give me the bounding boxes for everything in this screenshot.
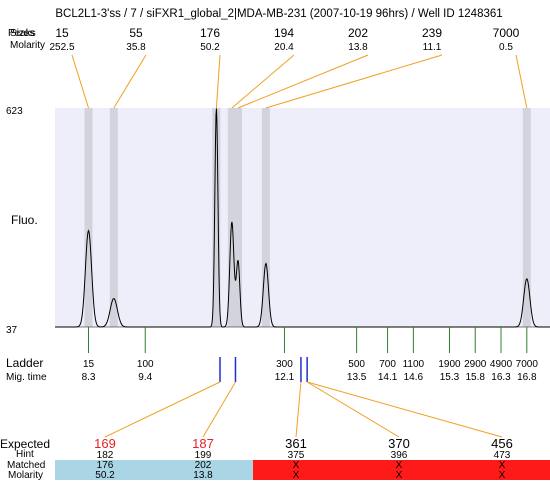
peak-connector bbox=[71, 54, 89, 109]
peak-molarity-label: 11.1 bbox=[423, 42, 442, 53]
expected-size: 370 bbox=[388, 436, 410, 451]
matched-molarity: X bbox=[499, 470, 506, 480]
peak-molarity-label: 252.5 bbox=[49, 42, 74, 53]
ladder-size-label: 300 bbox=[276, 359, 293, 370]
hint-label: Hint bbox=[16, 449, 34, 460]
footer-molarity-label: Molarity bbox=[8, 470, 43, 480]
hint-size: 375 bbox=[288, 450, 305, 461]
matched-size: 176 bbox=[97, 460, 114, 471]
expected-size: 456 bbox=[491, 436, 513, 451]
matched-label: Matched bbox=[7, 460, 45, 471]
peak-size-label: 55 bbox=[129, 26, 143, 40]
ladder-time-label: 15.3 bbox=[440, 372, 460, 383]
hint-size: 396 bbox=[391, 450, 408, 461]
ladder-size-label: 100 bbox=[137, 359, 154, 370]
peak-band bbox=[84, 108, 93, 327]
matched-size: 202 bbox=[195, 460, 212, 471]
peak-band bbox=[522, 108, 531, 327]
y-tick-min: 37 bbox=[6, 325, 18, 336]
expected-size: 187 bbox=[192, 436, 214, 451]
y-tick-max: 623 bbox=[6, 106, 23, 117]
ladder-time-label: 14.1 bbox=[378, 372, 398, 383]
ladder-size-label: 700 bbox=[379, 359, 396, 370]
peak-size-label: 202 bbox=[348, 26, 368, 40]
ladder-size-label: 2900 bbox=[464, 359, 487, 370]
expected-size: 169 bbox=[94, 436, 116, 451]
ladder-size-label: 500 bbox=[348, 359, 365, 370]
peak-connector bbox=[237, 54, 369, 109]
peak-connector bbox=[231, 54, 295, 109]
peak-band bbox=[261, 108, 270, 327]
hint-size: 182 bbox=[97, 450, 114, 461]
peak-size-label: 7000 bbox=[493, 26, 520, 40]
hint-size: 473 bbox=[494, 450, 511, 461]
peak-molarity-label: 35.8 bbox=[126, 42, 146, 53]
header-label-peaks: Peaks bbox=[8, 28, 36, 39]
peak-connector bbox=[265, 54, 443, 109]
mig-time-label: Mig. time bbox=[6, 372, 47, 383]
peak-connector bbox=[215, 54, 221, 109]
ladder-label: Ladder bbox=[6, 356, 43, 370]
match-connector bbox=[104, 381, 221, 438]
match-connector bbox=[306, 381, 400, 438]
ladder-time-label: 16.3 bbox=[491, 372, 511, 383]
peak-size-label: 239 bbox=[422, 26, 442, 40]
hint-size: 199 bbox=[195, 450, 212, 461]
peak-size-label: 176 bbox=[200, 26, 220, 40]
expected-size: 361 bbox=[285, 436, 307, 451]
peak-molarity-label: 13.8 bbox=[348, 42, 368, 53]
ladder-time-label: 8.3 bbox=[82, 372, 96, 383]
ladder-size-label: 1900 bbox=[438, 359, 461, 370]
chart-title: BCL2L1-3'ss / 7 / siFXR1_global_2|MDA-MB… bbox=[55, 8, 502, 20]
peak-band bbox=[109, 108, 118, 327]
ladder-size-label: 7000 bbox=[516, 359, 539, 370]
ladder-time-label: 9.4 bbox=[138, 372, 152, 383]
ladder-time-label: 12.1 bbox=[275, 372, 295, 383]
ladder-time-label: 14.6 bbox=[404, 372, 424, 383]
ladder-size-label: 1100 bbox=[403, 359, 425, 370]
matched-molarity: 13.8 bbox=[193, 470, 213, 480]
y-axis-label: Fluo. bbox=[11, 213, 38, 227]
matched-molarity: X bbox=[293, 470, 300, 480]
peak-size-label: 15 bbox=[55, 26, 69, 40]
peak-molarity-label: 0.5 bbox=[499, 42, 513, 53]
matched-row-bg bbox=[55, 460, 253, 480]
ladder-size-label: 15 bbox=[83, 359, 95, 370]
expected-label: Expected bbox=[0, 437, 50, 451]
peak-connector bbox=[113, 54, 147, 109]
match-connector bbox=[295, 381, 302, 438]
peak-band bbox=[227, 108, 236, 327]
match-connector bbox=[202, 381, 236, 438]
plot-area bbox=[55, 108, 550, 327]
ladder-time-label: 13.5 bbox=[347, 372, 367, 383]
peak-band bbox=[212, 108, 221, 327]
ladder-time-label: 16.8 bbox=[517, 372, 537, 383]
matched-molarity: 50.2 bbox=[95, 470, 115, 480]
peak-size-label: 194 bbox=[274, 26, 294, 40]
ladder-time-label: 15.8 bbox=[466, 372, 486, 383]
header-label-molarity: Molarity bbox=[10, 40, 45, 51]
header-label-sizes: Sizes bbox=[10, 28, 34, 39]
peak-molarity-label: 20.4 bbox=[274, 42, 294, 53]
peak-molarity-label: 50.2 bbox=[200, 42, 220, 53]
unmatched-row-bg bbox=[253, 460, 550, 480]
matched-molarity: X bbox=[396, 470, 403, 480]
match-connector bbox=[307, 381, 503, 438]
peak-connector bbox=[515, 54, 528, 109]
matched-size: X bbox=[293, 460, 300, 471]
ladder-size-label: 4900 bbox=[490, 359, 513, 370]
matched-size: X bbox=[396, 460, 403, 471]
matched-size: X bbox=[499, 460, 506, 471]
peak-band bbox=[234, 108, 243, 327]
